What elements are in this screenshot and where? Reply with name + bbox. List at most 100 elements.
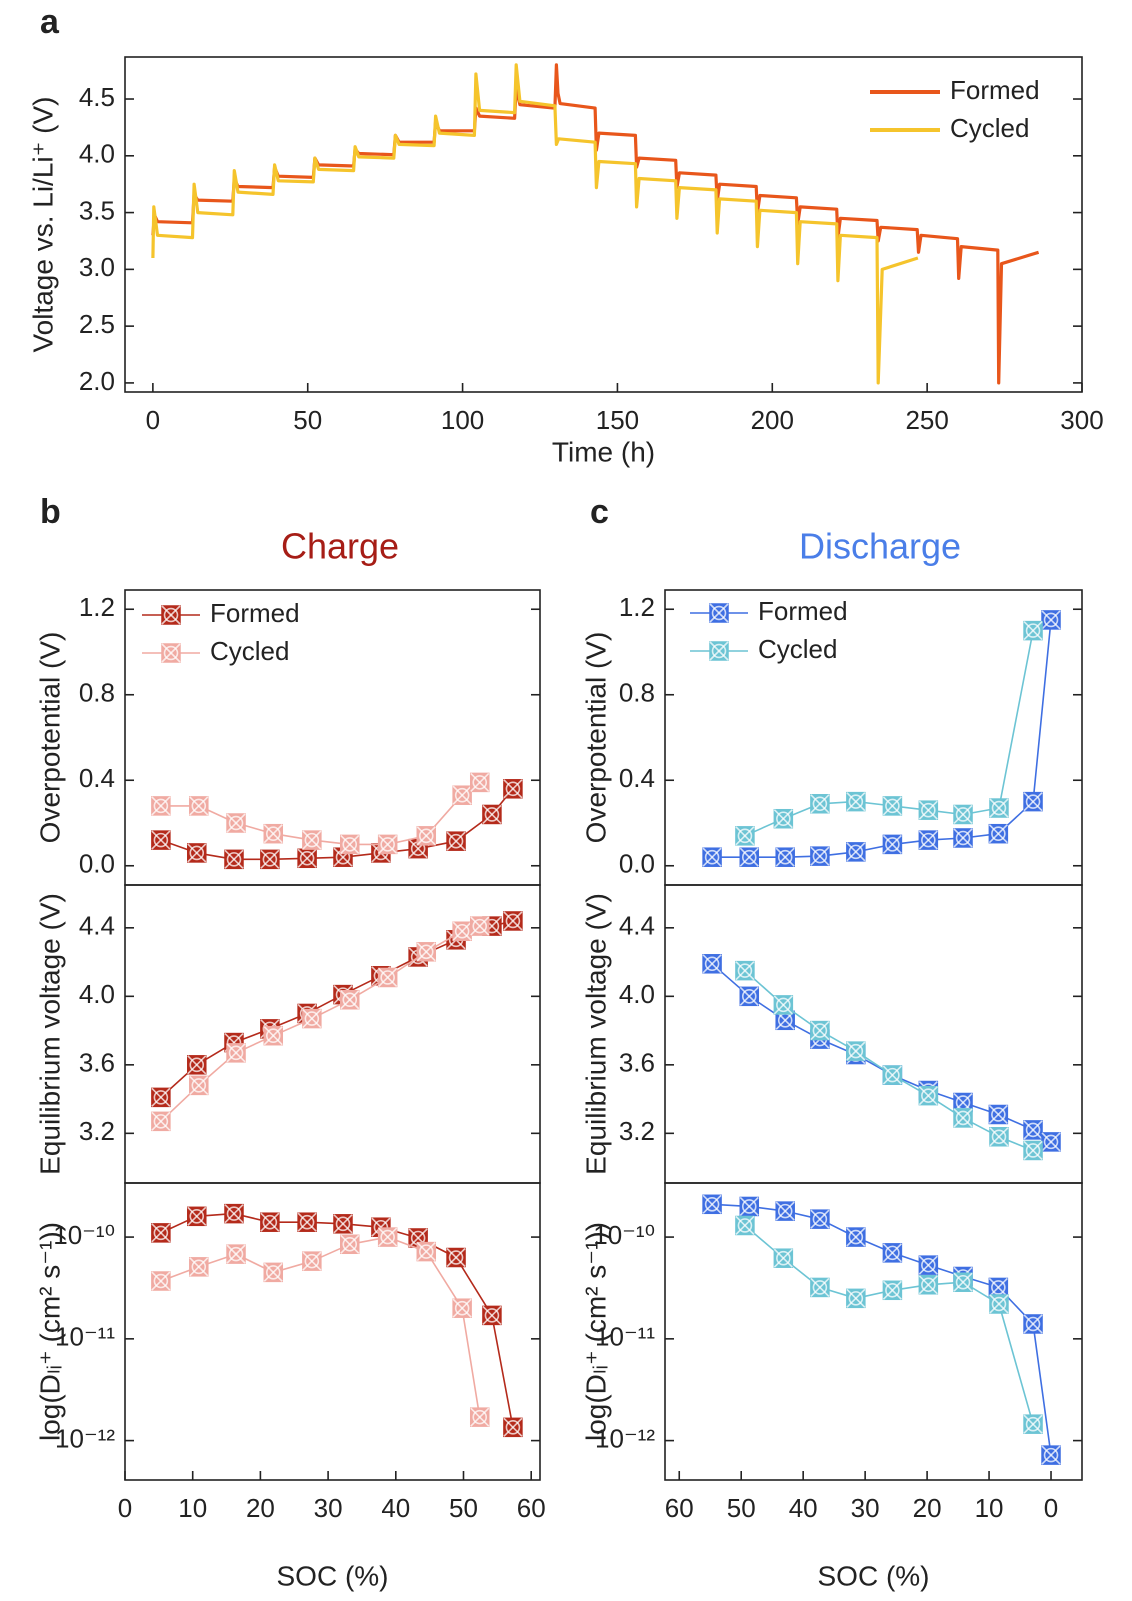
axes-frame [124, 589, 541, 886]
marker-ring [921, 1257, 936, 1273]
data-point [263, 823, 284, 844]
marker-ring [418, 944, 434, 960]
data-point [482, 804, 502, 825]
data-point [953, 828, 973, 848]
marker-cross [224, 849, 244, 869]
data-point [224, 849, 244, 870]
marker-cross [810, 1021, 830, 1041]
marker-cross [340, 1234, 360, 1254]
y-axis-label: Overpotential (V) [34, 632, 65, 844]
data-point [988, 1104, 1009, 1125]
marker-cross [161, 643, 181, 663]
marker-cross [953, 1108, 973, 1128]
marker-ring [228, 1246, 244, 1262]
data-point [775, 1201, 795, 1221]
legend-label: Cycled [758, 634, 837, 664]
data-point [151, 1271, 171, 1291]
marker-cross [739, 847, 759, 867]
marker-cross [846, 1227, 866, 1247]
data-point [882, 1243, 903, 1263]
marker-cross [151, 1087, 171, 1107]
marker-cross [988, 1277, 1008, 1298]
marker-ring [472, 775, 488, 790]
marker-ring [812, 1211, 828, 1227]
marker-ring [418, 828, 434, 844]
marker-ring [812, 1280, 828, 1295]
y-tick-label: 10⁻¹⁰ [53, 1220, 115, 1250]
legend-label: Cycled [950, 113, 1029, 143]
marker-cross [260, 1212, 280, 1232]
data-point [882, 796, 903, 816]
marker-cross [1041, 1132, 1061, 1152]
data-point [918, 800, 939, 820]
marker-cross [882, 796, 902, 816]
marker-ring [885, 1067, 900, 1083]
marker-ring [342, 837, 358, 852]
marker-ring [885, 798, 900, 814]
data-point [989, 1127, 1009, 1147]
marker-cross [189, 796, 209, 816]
data-point [151, 830, 171, 850]
data-point [918, 830, 939, 850]
data-point [503, 911, 523, 931]
data-point [1023, 1414, 1043, 1434]
x-tick-label: 0 [1044, 1493, 1058, 1523]
marker-ring [848, 1229, 864, 1245]
data-point [469, 772, 490, 793]
data-point [918, 1255, 939, 1275]
data-point [482, 1305, 502, 1326]
data-point [953, 1108, 973, 1128]
marker-cross [187, 1206, 207, 1226]
marker-ring [848, 794, 864, 809]
marker-cross [452, 921, 472, 941]
y-tick-label: 3.0 [79, 252, 115, 282]
data-point [452, 921, 472, 941]
axes-frame [124, 56, 1083, 393]
y-tick-label: 1.2 [79, 592, 115, 622]
marker-ring [737, 963, 753, 978]
legend-label: Formed [758, 596, 848, 626]
y-tick-label: 10⁻¹² [55, 1423, 115, 1453]
y-tick-label: 10⁻¹¹ [55, 1322, 115, 1352]
marker-ring [1043, 612, 1059, 628]
data-point [187, 843, 207, 863]
data-point [340, 834, 360, 855]
marker-cross [416, 1242, 436, 1262]
data-point [452, 785, 472, 805]
axes-frame [124, 1182, 541, 1481]
y-tick-label: 3.6 [79, 1048, 115, 1078]
marker-cross [810, 1277, 830, 1298]
marker-cross [918, 1086, 938, 1106]
marker-ring [848, 1291, 864, 1306]
marker-ring [776, 811, 791, 827]
panel-title: Discharge [799, 526, 961, 567]
marker-ring [921, 832, 936, 848]
series-line [151, 63, 919, 385]
marker-ring [163, 645, 179, 661]
marker-ring [741, 849, 757, 865]
data-point [810, 1020, 830, 1041]
data-point [226, 1244, 246, 1264]
marker-ring [228, 1045, 244, 1061]
data-point [735, 826, 755, 846]
data-point [151, 796, 171, 816]
data-point [988, 823, 1009, 844]
data-point [416, 826, 437, 846]
marker-ring [153, 1225, 169, 1241]
marker-ring [812, 796, 828, 812]
legend-symbol [709, 603, 729, 623]
marker-cross [189, 1257, 209, 1277]
marker-cross [1041, 1445, 1061, 1465]
marker-cross [263, 1262, 283, 1282]
x-tick-label: 20 [913, 1493, 942, 1523]
marker-cross [810, 1209, 830, 1229]
marker-ring [1025, 1143, 1041, 1158]
axes-frame [664, 884, 1083, 1184]
marker-cross [378, 834, 398, 854]
data-point [469, 1407, 490, 1427]
data-point [1023, 1120, 1043, 1140]
marker-ring [448, 833, 464, 849]
marker-ring [812, 848, 828, 864]
legend-label: Formed [950, 75, 1040, 105]
marker-ring [472, 1409, 488, 1425]
